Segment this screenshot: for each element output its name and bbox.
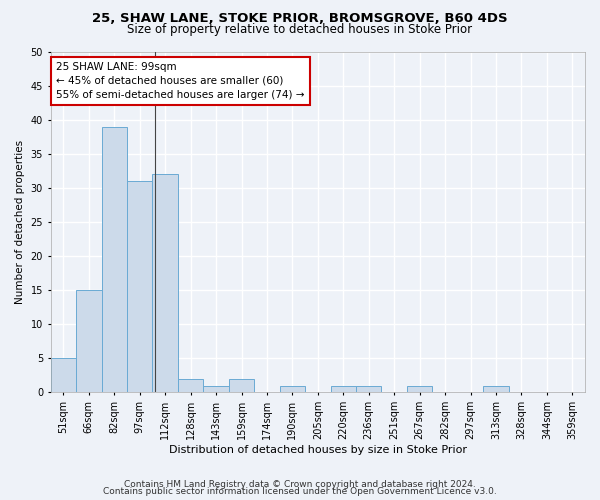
Bar [483,386,509,392]
Bar [331,386,356,392]
Bar [152,174,178,392]
Bar [356,386,382,392]
Bar [76,290,101,392]
Bar [178,379,203,392]
Bar [229,379,254,392]
Bar [127,181,152,392]
Bar [407,386,433,392]
Text: 25, SHAW LANE, STOKE PRIOR, BROMSGROVE, B60 4DS: 25, SHAW LANE, STOKE PRIOR, BROMSGROVE, … [92,12,508,26]
Text: 25 SHAW LANE: 99sqm
← 45% of detached houses are smaller (60)
55% of semi-detach: 25 SHAW LANE: 99sqm ← 45% of detached ho… [56,62,305,100]
Text: Size of property relative to detached houses in Stoke Prior: Size of property relative to detached ho… [127,22,473,36]
Text: Contains HM Land Registry data © Crown copyright and database right 2024.: Contains HM Land Registry data © Crown c… [124,480,476,489]
X-axis label: Distribution of detached houses by size in Stoke Prior: Distribution of detached houses by size … [169,445,467,455]
Bar [203,386,229,392]
Text: Contains public sector information licensed under the Open Government Licence v3: Contains public sector information licen… [103,487,497,496]
Bar [101,126,127,392]
Y-axis label: Number of detached properties: Number of detached properties [15,140,25,304]
Bar [280,386,305,392]
Bar [50,358,76,392]
